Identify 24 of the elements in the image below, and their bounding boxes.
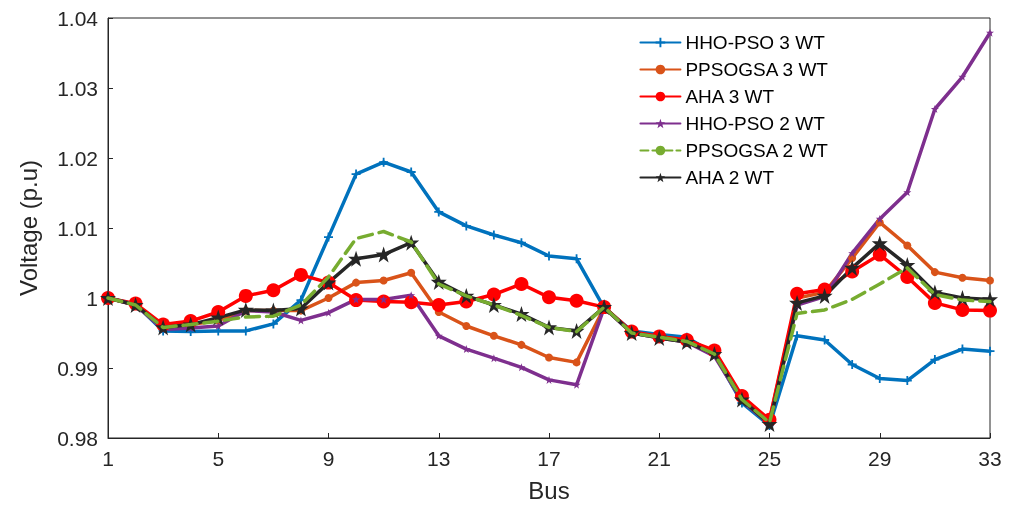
- x-tick-label: 21: [647, 447, 671, 470]
- legend-label: PPSOGSA 3 WT: [685, 59, 829, 80]
- x-tick-label: 33: [978, 447, 1002, 470]
- y-tick-label: 1: [86, 286, 98, 310]
- y-tick-label: 1.04: [57, 6, 99, 30]
- y-tick-label: 1.02: [57, 146, 98, 170]
- x-tick-label: 29: [868, 447, 892, 470]
- x-tick-label: 5: [212, 447, 225, 470]
- legend-label: AHA 2 WT: [685, 167, 775, 188]
- legend-label: AHA 3 WT: [685, 86, 775, 107]
- x-tick-label: 25: [757, 447, 782, 470]
- legend-label: HHO-PSO 2 WT: [685, 113, 826, 134]
- y-tick-label: 1.01: [57, 216, 98, 240]
- x-tick-label: 9: [322, 447, 335, 470]
- x-tick-label: 13: [427, 447, 451, 470]
- x-tick-label: 1: [102, 447, 114, 470]
- y-tick-label: 1.03: [57, 76, 98, 100]
- x-axis-title: Bus: [528, 476, 570, 504]
- x-tick-label: 17: [537, 447, 561, 470]
- y-tick-label: 0.99: [57, 356, 98, 380]
- legend-label: PPSOGSA 2 WT: [685, 140, 829, 161]
- y-tick-label: 0.98: [57, 426, 98, 450]
- y-axis-title: Voltage (p.u): [14, 159, 42, 297]
- legend-label: HHO-PSO 3 WT: [685, 32, 826, 53]
